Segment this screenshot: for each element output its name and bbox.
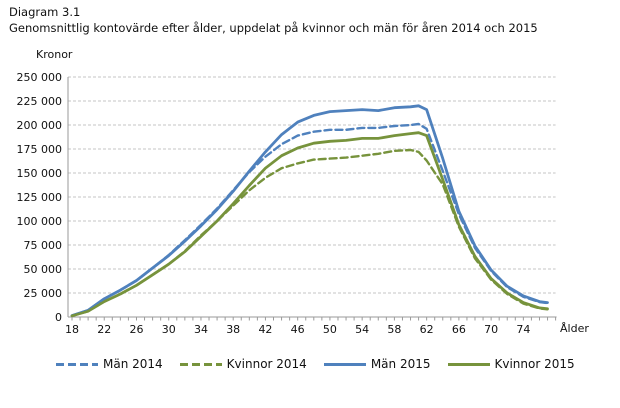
y-tick-label: 200 000 [17,119,63,132]
legend-item-kvinnor-2014: Kvinnor 2014 [179,357,307,371]
chart-title: Diagram 3.1 [9,5,81,19]
y-tick-label: 100 000 [17,215,63,228]
x-tick-label: 30 [162,323,176,336]
x-tick-label: 50 [323,323,337,336]
x-tick-label: 58 [387,323,401,336]
x-tick-label: 46 [291,323,305,336]
legend-label: Kvinnor 2015 [494,357,575,371]
solid-line-sample-icon [323,362,366,366]
y-tick-label: 50 000 [24,263,63,276]
x-tick-label: 42 [258,323,272,336]
y-axis-unit-label: Kronor [36,48,73,61]
dashed-line-sample-icon [179,362,222,366]
legend-label: Män 2014 [103,357,163,371]
series-line-män-2015 [70,104,549,318]
legend-label: Kvinnor 2014 [226,357,307,371]
solid-line-sample-icon [447,362,490,366]
y-tick-label: 225 000 [17,95,63,108]
x-axis-label: Ålder [560,322,589,335]
x-tick-label: 26 [129,323,143,336]
chart-subtitle: Genomsnittlig kontovärde efter ålder, up… [9,21,538,35]
x-tick-label: 54 [355,323,369,336]
y-tick-label: 175 000 [17,143,63,156]
y-tick-label: 0 [55,311,62,324]
y-tick-label: 125 000 [17,191,63,204]
y-tick-label: 150 000 [17,167,63,180]
x-tick-label: 62 [420,323,434,336]
legend-item-kvinnor-2015: Kvinnor 2015 [447,357,575,371]
y-tick-label: 250 000 [17,71,63,84]
x-tick-label: 74 [516,323,530,336]
legend-item-man-2014: Män 2014 [56,357,163,371]
legend-label: Män 2015 [370,357,431,371]
y-tick-label: 25 000 [24,287,63,300]
series-line-män-2014 [70,122,549,317]
legend-item-man-2015: Män 2015 [323,357,431,371]
x-tick-label: 38 [226,323,240,336]
chart-legend: Män 2014 Kvinnor 2014 Män 2015 Kvinnor 2… [56,357,575,371]
x-tick-label: 70 [484,323,498,336]
x-tick-label: 34 [194,323,208,336]
dashed-line-sample-icon [56,362,98,366]
y-tick-label: 75 000 [24,239,63,252]
x-tick-label: 66 [452,323,466,336]
series-line-kvinnor-2014 [70,148,549,317]
x-tick-label: 22 [97,323,111,336]
line-chart-plot-area: 0 25 000 50 000 75 000 100 000 125 000 150 000… [17,71,557,336]
x-tick-label: 18 [65,323,79,336]
